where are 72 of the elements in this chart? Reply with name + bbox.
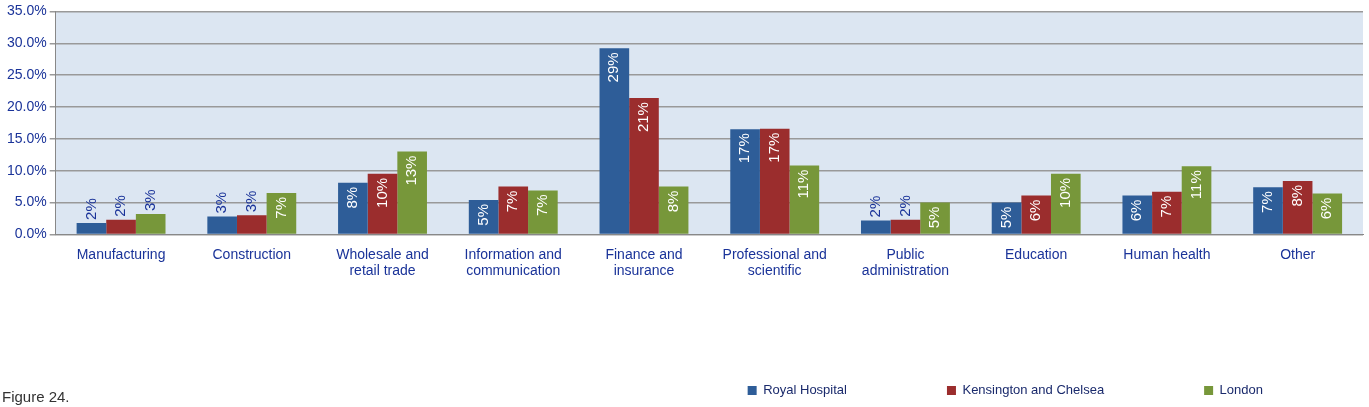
bar bbox=[207, 216, 237, 234]
data-label: 6% bbox=[1026, 199, 1044, 222]
bar bbox=[1152, 191, 1182, 234]
data-label: 29% bbox=[604, 52, 622, 83]
bar bbox=[528, 190, 558, 234]
y-tick-label: 10.0% bbox=[6, 161, 47, 178]
data-label: 2% bbox=[111, 195, 129, 217]
data-label: 2% bbox=[81, 198, 99, 220]
x-tick-label: Information and communication bbox=[464, 245, 562, 279]
data-label: 6% bbox=[1317, 197, 1335, 220]
data-label: 8% bbox=[343, 186, 361, 209]
data-label: 5% bbox=[473, 203, 491, 226]
bar bbox=[730, 129, 760, 234]
bar bbox=[135, 214, 166, 234]
y-tick-label: 30.0% bbox=[6, 34, 47, 51]
bar bbox=[106, 219, 136, 234]
data-label: 7% bbox=[533, 194, 551, 217]
y-tick-label: 35.0% bbox=[6, 2, 47, 19]
data-label: 5% bbox=[925, 206, 943, 229]
data-label: 3% bbox=[212, 191, 230, 214]
x-tick-label: Human health bbox=[1123, 245, 1211, 262]
bar bbox=[861, 220, 891, 234]
bar bbox=[76, 222, 107, 234]
x-tick-label: Other bbox=[1280, 245, 1316, 262]
legend-label: Kensington and Chelsea bbox=[962, 382, 1105, 398]
data-label: 11% bbox=[1186, 170, 1204, 200]
y-tick-label: 20.0% bbox=[6, 97, 47, 114]
data-label: 7% bbox=[1258, 191, 1276, 213]
data-label: 17% bbox=[764, 132, 782, 163]
x-tick-label: Wholesale and retail trade bbox=[336, 245, 429, 279]
caption: Figure 24. bbox=[2, 387, 70, 405]
x-tick-label: Construction bbox=[212, 245, 292, 262]
data-label: 21% bbox=[634, 102, 652, 133]
y-tick-label: 0.0% bbox=[14, 225, 47, 242]
data-label: 3% bbox=[140, 189, 158, 212]
data-label: 17% bbox=[735, 133, 753, 164]
data-label: 10% bbox=[372, 177, 390, 208]
legend-label: Royal Hospital bbox=[763, 382, 848, 398]
bar bbox=[397, 151, 427, 234]
data-label: 8% bbox=[663, 190, 681, 213]
data-label: 7% bbox=[1157, 195, 1175, 218]
data-label: 2% bbox=[895, 195, 913, 217]
data-label: 5% bbox=[996, 206, 1014, 229]
bar bbox=[338, 182, 368, 234]
bar bbox=[1181, 166, 1212, 234]
bar bbox=[1253, 187, 1283, 234]
x-tick-label: Finance and insurance bbox=[605, 245, 683, 279]
data-label: 2% bbox=[865, 195, 883, 218]
bar bbox=[1050, 173, 1081, 234]
y-tick-label: 5.0% bbox=[14, 193, 47, 210]
data-label: 10% bbox=[1055, 177, 1073, 208]
bar bbox=[629, 98, 659, 234]
bar bbox=[890, 219, 921, 234]
bar bbox=[759, 128, 790, 234]
x-tick-label: Public administration bbox=[861, 245, 950, 279]
legend-label: London bbox=[1219, 382, 1264, 398]
data-label: 6% bbox=[1127, 199, 1145, 222]
data-label: 11% bbox=[794, 169, 812, 199]
bar bbox=[599, 48, 630, 234]
y-tick-label: 15.0% bbox=[6, 129, 47, 146]
x-tick-label: Manufacturing bbox=[76, 245, 166, 262]
data-label: 3% bbox=[241, 190, 259, 213]
x-tick-label: Education bbox=[1005, 245, 1068, 262]
data-label: 7% bbox=[503, 190, 521, 213]
bar bbox=[789, 165, 820, 234]
y-tick-label: 25.0% bbox=[6, 65, 47, 82]
data-label: 8% bbox=[1287, 184, 1305, 207]
data-label: 13% bbox=[402, 155, 420, 186]
x-tick-label: Professional and scientific bbox=[722, 245, 827, 279]
bar bbox=[498, 186, 529, 234]
data-label: 7% bbox=[271, 196, 289, 219]
bar bbox=[236, 215, 267, 234]
